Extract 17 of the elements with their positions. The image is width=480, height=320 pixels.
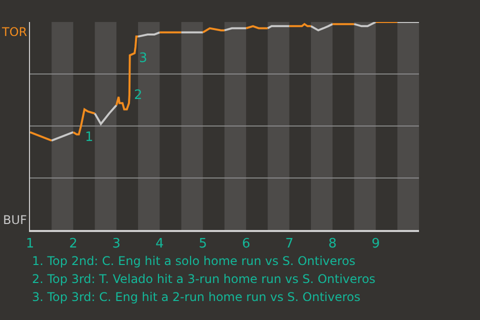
x-tick-label: 4 (156, 236, 164, 252)
x-tick-label: 2 (69, 236, 78, 252)
text: 1. Top 2nd: C. Eng hit a solo home run vs S. Ontiveros (32, 254, 356, 268)
x-tick-label: 9 (372, 236, 380, 252)
x-tick-label: 8 (328, 236, 337, 252)
text: 2. Top 3rd: T. Velado hit a 3-run home run vs S. Ontiveros (32, 272, 376, 286)
annotation: 3 (139, 51, 148, 66)
x-tick-label: 1 (26, 236, 34, 252)
x-tick-label: 5 (198, 236, 208, 252)
text: 3. Top 3rd: C. Eng hit a 2-run home run vs S. Ontiveros (32, 290, 360, 304)
annotation: 1 (85, 130, 94, 145)
text: BUF (3, 213, 28, 227)
x-tick-label: 7 (285, 236, 294, 252)
text: TOR (1, 25, 28, 39)
x-tick-label: 3 (112, 236, 121, 252)
x-tick-label: 6 (242, 236, 250, 252)
annotation: 2 (134, 88, 142, 103)
